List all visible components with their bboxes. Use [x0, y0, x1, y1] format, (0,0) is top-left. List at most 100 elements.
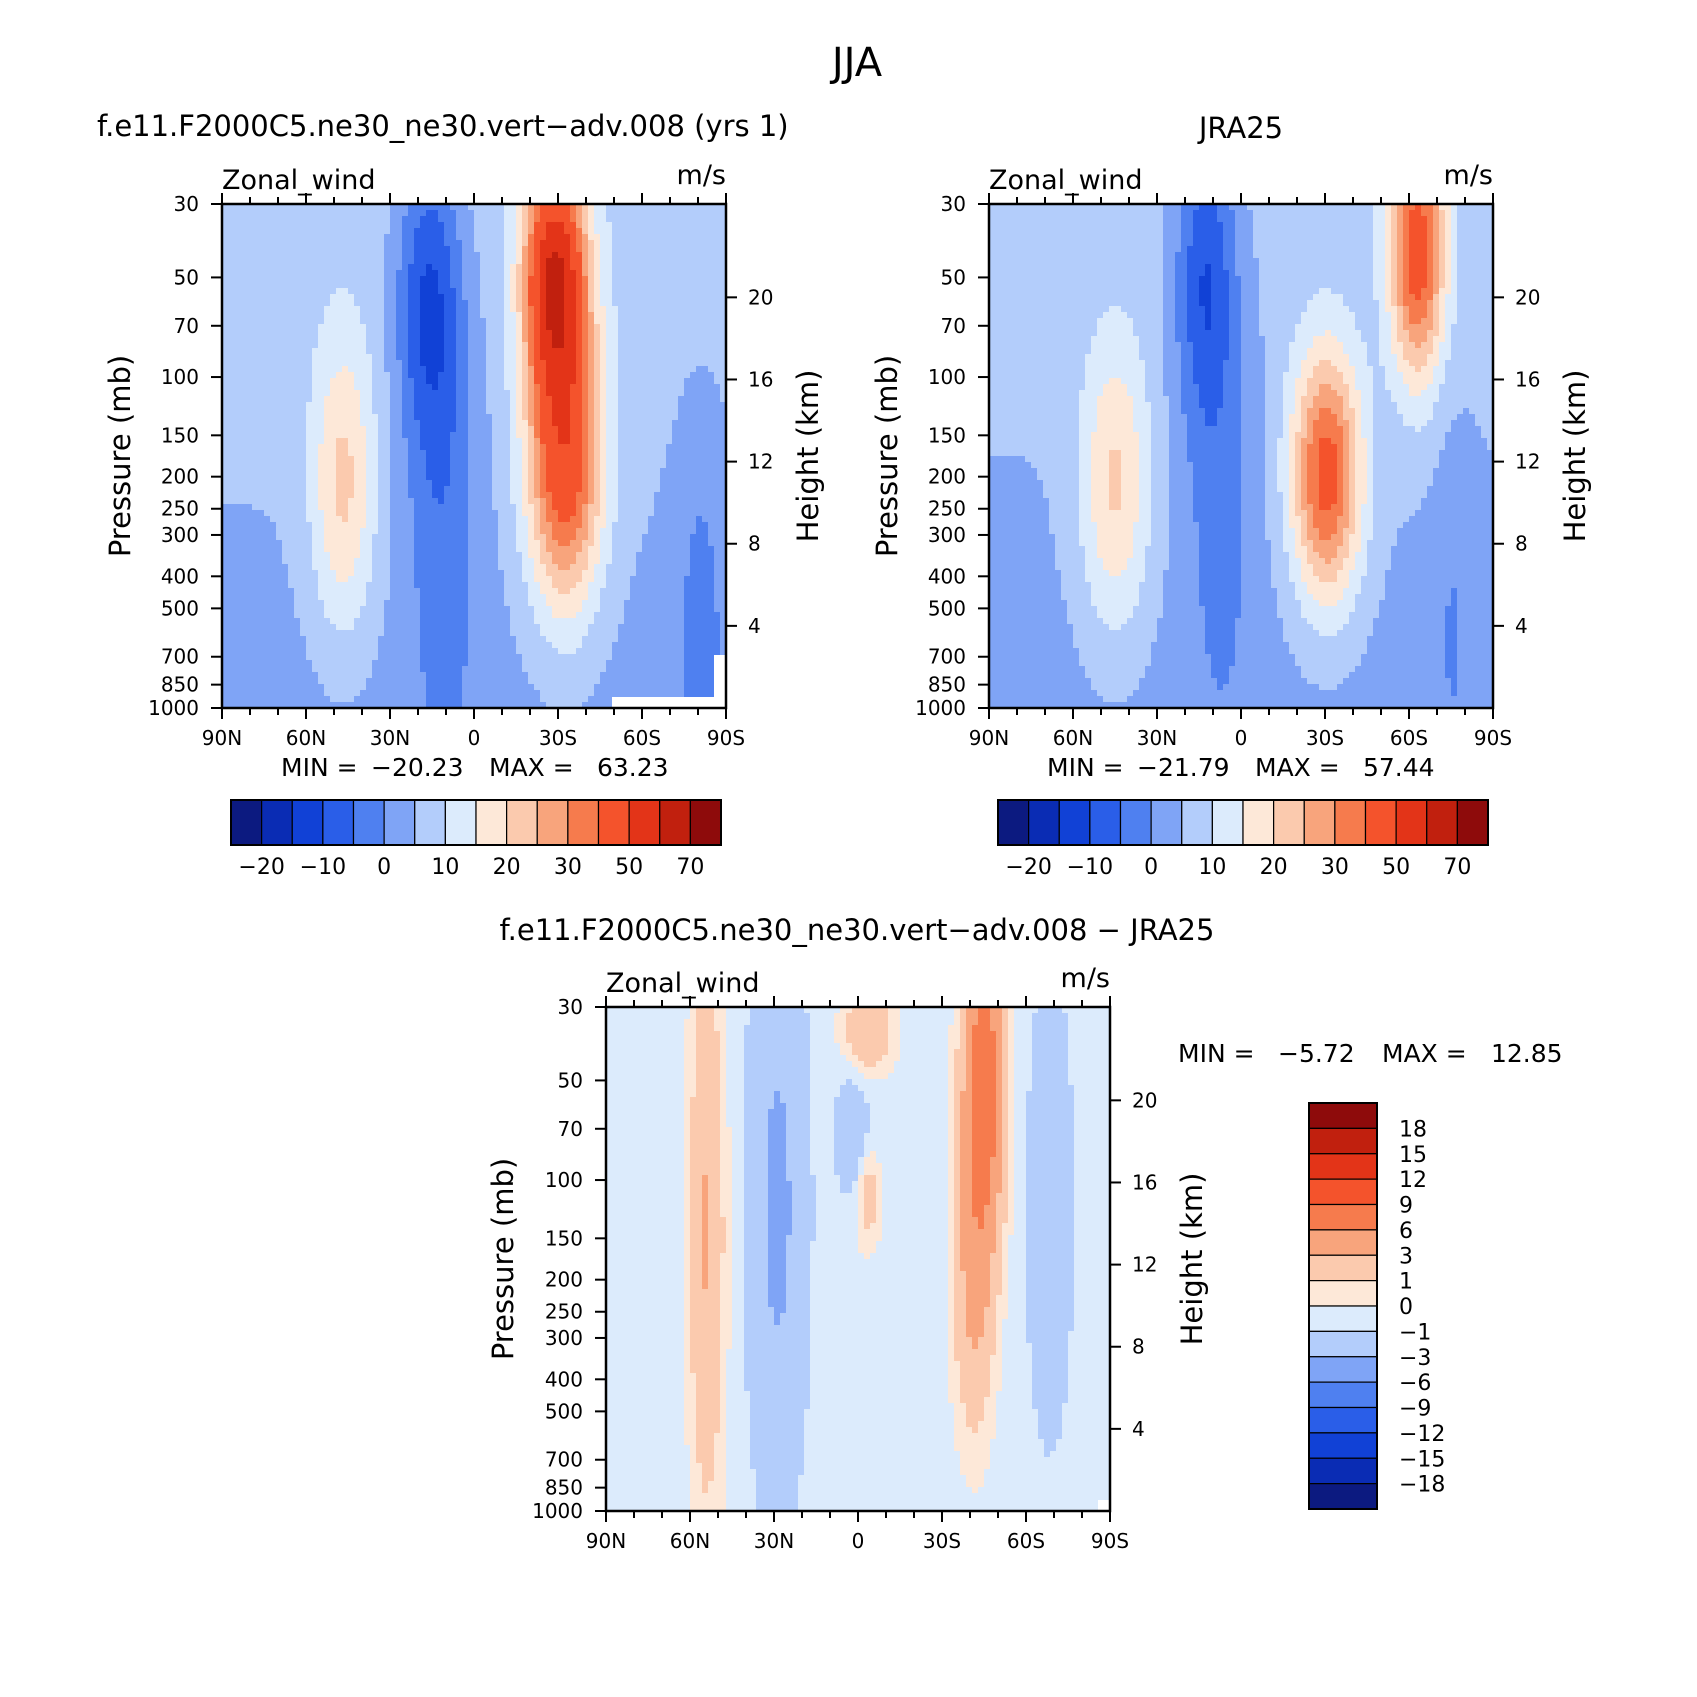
contour-cell: [504, 276, 511, 283]
contour-cell: [468, 450, 475, 457]
contour-cell: [492, 402, 499, 409]
contour-cell: [702, 450, 709, 457]
contour-cell: [570, 246, 577, 253]
contour-cell: [606, 468, 613, 475]
contour-cell: [312, 528, 319, 535]
contour-cell: [570, 258, 577, 265]
contour-cell: [696, 276, 703, 283]
contour-cell: [582, 342, 589, 349]
contour-cell: [372, 450, 379, 457]
contour-cell: [594, 528, 601, 535]
contour-cell: [672, 504, 679, 511]
contour-cell: [558, 540, 565, 547]
contour-cell: [360, 444, 367, 451]
contour-cell: [576, 480, 583, 487]
contour-cell: [330, 240, 337, 247]
contour-cell: [666, 336, 673, 343]
contour-cell: [270, 294, 277, 301]
contour-cell: [402, 252, 409, 259]
contour-cell: [234, 360, 241, 367]
contour-cell: [312, 246, 319, 253]
contour-cell: [426, 450, 433, 457]
contour-cell: [306, 468, 313, 475]
contour-cell: [510, 342, 517, 349]
contour-cell: [492, 444, 499, 451]
contour-cell: [690, 486, 697, 493]
contour-cell: [618, 396, 625, 403]
contour-cell: [384, 510, 391, 517]
contour-cell: [516, 204, 523, 211]
contour-cell: [390, 444, 397, 451]
contour-cell: [540, 492, 547, 499]
contour-cell: [246, 342, 253, 349]
contour-cell: [558, 294, 565, 301]
contour-cell: [672, 498, 679, 505]
contour-cell: [660, 432, 667, 439]
contour-cell: [606, 438, 613, 445]
contour-cell: [390, 534, 397, 541]
contour-cell: [420, 330, 427, 337]
contour-cell: [366, 234, 373, 241]
contour-cell: [660, 492, 667, 499]
contour-cell: [660, 288, 667, 295]
contour-cell: [276, 216, 283, 223]
contour-cell: [570, 414, 577, 421]
contour-cell: [594, 510, 601, 517]
contour-cell: [594, 432, 601, 439]
contour-cell: [642, 378, 649, 385]
contour-cell: [246, 474, 253, 481]
contour-cell: [384, 324, 391, 331]
contour-cell: [720, 276, 726, 283]
contour-cell: [654, 378, 661, 385]
contour-cell: [666, 504, 673, 511]
contour-cell: [366, 384, 373, 391]
contour-cell: [654, 210, 661, 217]
contour-cell: [684, 438, 691, 445]
contour-cell: [558, 276, 565, 283]
contour-cell: [702, 342, 709, 349]
contour-cell: [498, 396, 505, 403]
contour-cell: [540, 204, 547, 211]
contour-cell: [258, 390, 265, 397]
contour-cell: [450, 324, 457, 331]
contour-cell: [618, 534, 625, 541]
contour-cell: [366, 480, 373, 487]
contour-cell: [582, 264, 589, 271]
contour-cell: [498, 300, 505, 307]
contour-cell: [504, 450, 511, 457]
contour-cell: [402, 510, 409, 517]
contour-cell: [378, 306, 385, 313]
contour-cell: [498, 552, 505, 559]
contour-cell: [240, 264, 247, 271]
contour-cell: [450, 474, 457, 481]
contour-cell: [450, 504, 457, 511]
contour-cell: [342, 522, 349, 529]
contour-cell: [546, 432, 553, 439]
contour-cell: [288, 210, 295, 217]
contour-cell: [690, 366, 697, 373]
contour-cell: [408, 360, 415, 367]
contour-cell: [252, 240, 259, 247]
contour-cell: [354, 540, 361, 547]
contour-cell: [594, 552, 601, 559]
contour-cell: [516, 480, 523, 487]
contour-cell: [678, 540, 685, 547]
contour-cell: [450, 306, 457, 313]
contour-cell: [708, 540, 715, 547]
contour-cell: [366, 462, 373, 469]
contour-cell: [714, 510, 721, 517]
contour-cell: [636, 204, 643, 211]
contour-cell: [270, 246, 277, 253]
contour-cell: [540, 432, 547, 439]
contour-cell: [558, 282, 565, 289]
contour-cell: [708, 546, 715, 553]
contour-cell: [684, 258, 691, 265]
contour-cell: [360, 246, 367, 253]
contour-cell: [294, 420, 301, 427]
contour-cell: [462, 270, 469, 277]
contour-cell: [354, 408, 361, 415]
contour-cell: [708, 516, 715, 523]
contour-cell: [360, 546, 367, 553]
contour-cell: [288, 288, 295, 295]
contour-cell: [528, 252, 535, 259]
